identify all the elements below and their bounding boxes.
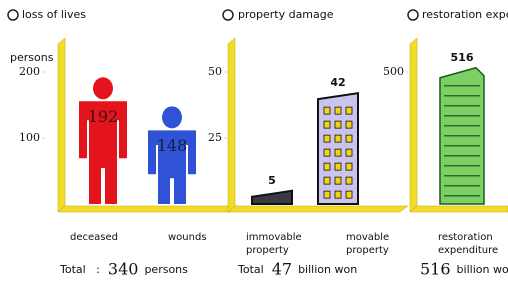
- category-label: deceased: [70, 231, 140, 244]
- category-label-box: deceased: [70, 231, 140, 261]
- window: [346, 107, 352, 114]
- window: [324, 177, 330, 184]
- category-label-box: wounds: [168, 231, 228, 261]
- value-label: 42: [330, 76, 345, 89]
- icon: [8, 10, 18, 20]
- category-label-box: movable property: [346, 231, 406, 261]
- window: [346, 135, 352, 142]
- total-prefix: Total :: [59, 263, 100, 276]
- y-tick-label: 100: [19, 131, 40, 144]
- y-tick-label: 25: [208, 131, 222, 144]
- total-prefix: Total: [237, 263, 264, 276]
- window: [324, 135, 330, 142]
- window: [335, 121, 341, 128]
- window: [346, 121, 352, 128]
- panel-title: loss of lives: [22, 8, 86, 21]
- window: [324, 163, 330, 170]
- category-label: wounds: [168, 231, 228, 244]
- person-bar: [79, 77, 127, 204]
- category-label-box: immovable property: [246, 231, 316, 261]
- value-label: 5: [268, 174, 276, 187]
- window: [335, 177, 341, 184]
- icon: [408, 10, 418, 20]
- window: [346, 191, 352, 198]
- window: [324, 149, 330, 156]
- total-unit: persons: [144, 263, 188, 276]
- window: [324, 121, 330, 128]
- wall: [58, 38, 65, 212]
- bars: [440, 68, 484, 204]
- value-label: 192: [88, 107, 119, 126]
- panel-title: restoration expenditure: [422, 8, 508, 21]
- category-label: movable property: [346, 231, 406, 257]
- window: [335, 107, 341, 114]
- total-value: 340: [108, 260, 139, 279]
- total-unit: billion won: [457, 263, 508, 276]
- window: [335, 135, 341, 142]
- window: [346, 177, 352, 184]
- window: [346, 163, 352, 170]
- floor: [58, 206, 238, 212]
- infographic: loss of lives persons 100 200 192 deceased 148…: [0, 0, 508, 285]
- floor: [228, 206, 408, 212]
- category-label: immovable property: [246, 231, 316, 257]
- value-label: 516: [451, 51, 474, 64]
- window: [335, 191, 341, 198]
- floor: [410, 206, 508, 212]
- person-bar: [148, 106, 196, 204]
- total-value: 47: [272, 260, 292, 279]
- y-tick-label: 50: [208, 65, 222, 78]
- building-bar: [252, 191, 292, 204]
- icon: [223, 10, 233, 20]
- total-unit: billion won: [298, 263, 357, 276]
- window: [335, 163, 341, 170]
- total-value: 516: [420, 260, 451, 279]
- window: [324, 191, 330, 198]
- window: [335, 149, 341, 156]
- wall: [410, 38, 417, 212]
- y-tick-label: 500: [383, 65, 404, 78]
- category-label-box: restoration expenditure: [438, 231, 508, 261]
- window: [324, 107, 330, 114]
- value-label: 148: [157, 136, 188, 155]
- y-tick-label: 200: [19, 65, 40, 78]
- wall: [228, 38, 235, 212]
- y-axis-label: persons: [10, 51, 54, 64]
- panel-title: property damage: [238, 8, 334, 21]
- bars: [252, 93, 358, 204]
- window: [346, 149, 352, 156]
- category-label: restoration expenditure: [438, 231, 508, 257]
